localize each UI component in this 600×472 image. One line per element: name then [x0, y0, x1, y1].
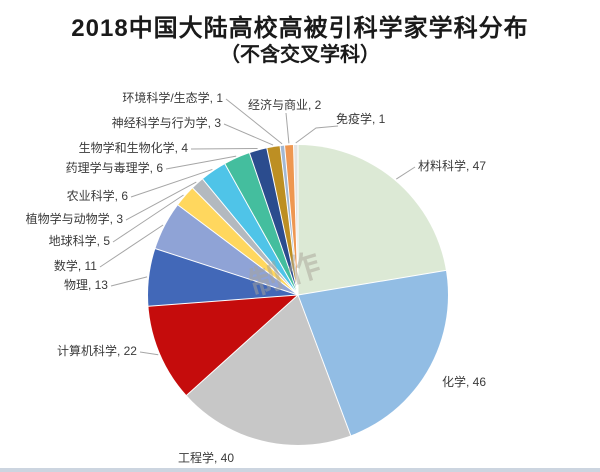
pie-slice-label: 地球科学, 5 — [48, 234, 110, 248]
leader-line — [139, 351, 159, 356]
pie-chart — [148, 145, 448, 445]
pie-slice-label: 数学, 11 — [53, 259, 97, 273]
pie-slice-label: 材料科学, 47 — [418, 159, 487, 173]
pie-slice-label: 免疫学, 1 — [336, 112, 386, 126]
pie-slice-label: 生物学和生物化学, 4 — [78, 141, 188, 155]
pie-slice-label: 农业科学, 6 — [66, 189, 128, 203]
leader-line — [295, 125, 339, 144]
pie-slice-label: 环境科学/生态学, 1 — [122, 91, 223, 105]
leader-line — [110, 276, 148, 287]
pie-slice-label: 神经科学与行为学, 3 — [111, 116, 221, 130]
pie-slice-label: 药理学与毒理学, 6 — [65, 161, 163, 175]
pie-slice-label: 化学, 46 — [442, 375, 487, 389]
chart-title: 2018中国大陆高校高被引科学家学科分布 — [71, 15, 529, 42]
leader-line — [190, 147, 258, 150]
chart-subtitle: （不含交叉学科） — [220, 44, 380, 66]
pie-slice-label: 物理, 13 — [63, 278, 108, 292]
pie-slice-label: 经济与商业, 2 — [248, 98, 322, 112]
leader-line — [223, 123, 274, 146]
leader-line — [285, 112, 290, 144]
bottom-edge-strip — [0, 468, 600, 472]
pie-slice-label: 植物学与动物学, 3 — [25, 212, 123, 226]
leader-line — [396, 166, 416, 180]
pie-slice-label: 工程学, 40 — [178, 451, 235, 465]
pie-slice-label: 计算机科学, 22 — [56, 344, 137, 358]
